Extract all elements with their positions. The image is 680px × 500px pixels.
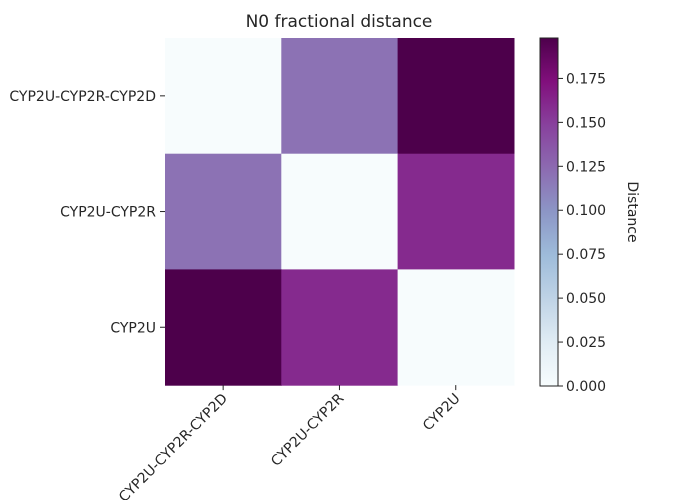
row-labels: CYP2U-CYP2R-CYP2D CYP2U-CYP2R CYP2U	[9, 89, 165, 336]
colorbar-tick-label: 0.150	[566, 115, 606, 131]
heatmap-cell	[397, 269, 515, 386]
heatmap-cell	[165, 269, 282, 386]
colorbar-label: Distance	[624, 181, 640, 242]
chart-title: N0 fractional distance	[246, 12, 433, 32]
colorbar-tick-label: 0.100	[566, 203, 606, 219]
heatmap-cells	[165, 38, 515, 386]
column-labels: CYP2U-CYP2R-CYP2D CYP2U-CYP2R CYP2U	[116, 385, 464, 500]
heatmap-cell	[281, 269, 399, 386]
row-label: CYP2U	[110, 320, 156, 336]
colorbar-tick-label: 0.000	[566, 379, 606, 395]
colorbar-ticks: 0.000 0.025 0.050 0.075 0.100 0.125 0.150 0.175	[558, 71, 606, 395]
column-label: CYP2U	[420, 391, 464, 435]
row-label: CYP2U-CYP2R-CYP2D	[9, 89, 156, 105]
heatmap-cell	[281, 38, 399, 155]
column-label: CYP2U-CYP2R	[268, 390, 347, 469]
colorbar	[539, 37, 559, 387]
heatmap-cell	[397, 153, 515, 270]
column-label: CYP2U-CYP2R-CYP2D	[116, 391, 231, 500]
heatmap-cell	[165, 38, 282, 155]
colorbar-tick-label: 0.125	[566, 159, 606, 175]
heatmap-cell	[397, 38, 515, 155]
heatmap-cell	[281, 153, 399, 270]
colorbar-tick-label: 0.050	[566, 291, 606, 307]
heatmap-cell	[165, 153, 282, 270]
colorbar-tick-label: 0.075	[566, 247, 606, 263]
colorbar-tick-label: 0.175	[566, 71, 606, 87]
colorbar-tick-label: 0.025	[566, 335, 606, 351]
row-label: CYP2U-CYP2R	[60, 205, 156, 221]
